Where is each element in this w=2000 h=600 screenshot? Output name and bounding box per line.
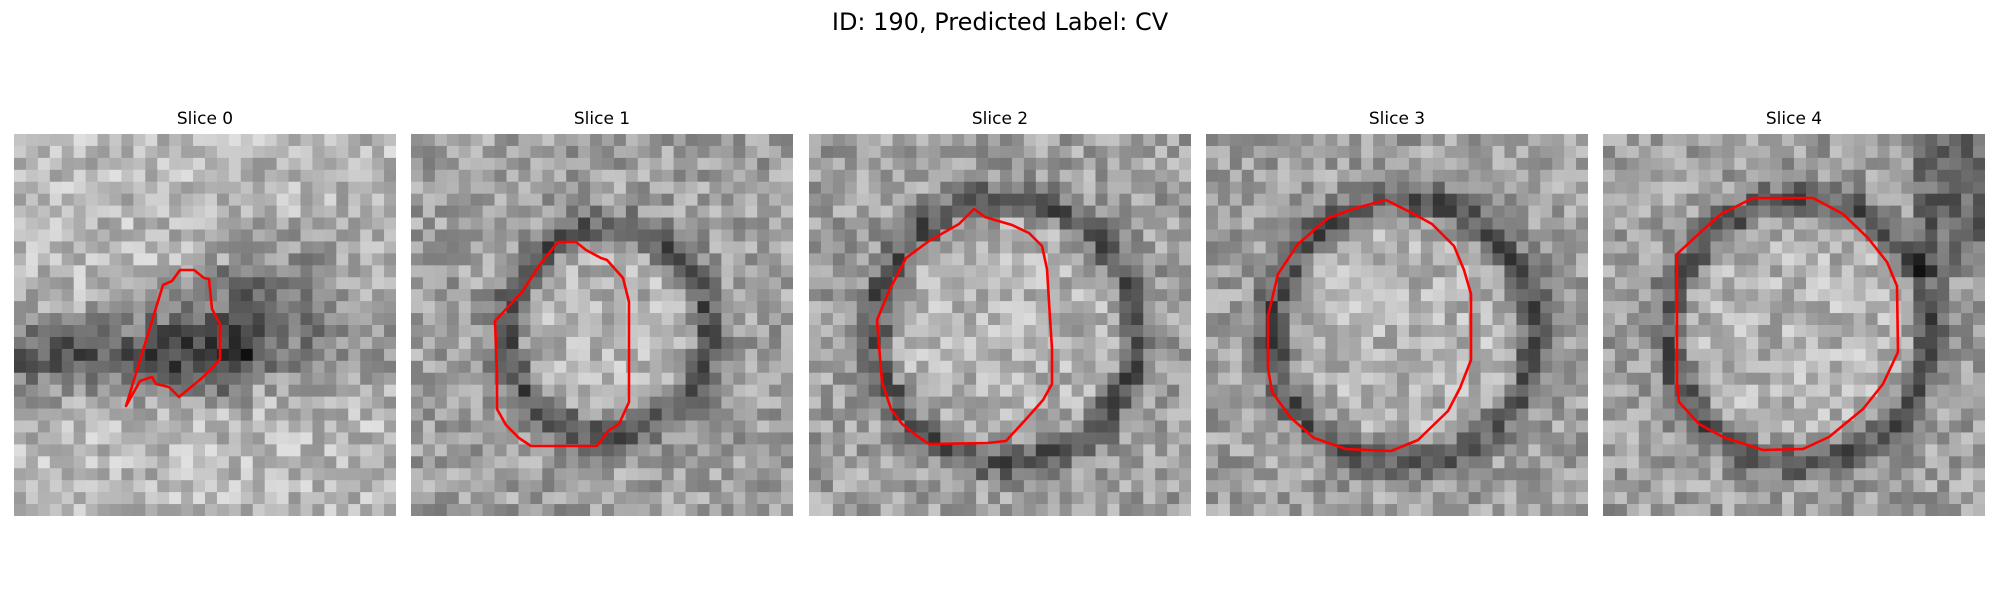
slice-title: Slice 4	[1765, 109, 1823, 129]
slice-panel-1: Slice 1	[411, 108, 793, 516]
slice-panel-0: Slice 0	[14, 108, 396, 516]
segmentation-contour	[493, 240, 631, 448]
segmentation-contour	[124, 268, 222, 408]
segmentation-contour	[1675, 196, 1900, 452]
slice-image-1	[411, 134, 793, 516]
slice-image-2	[809, 134, 1191, 516]
grayscale-pixels	[411, 134, 793, 516]
segmentation-contour	[1266, 198, 1473, 453]
slice-title: Slice 1	[573, 109, 631, 129]
slice-image-3	[1206, 134, 1588, 516]
segmentation-contour	[875, 207, 1054, 446]
slice-panel-4: Slice 4	[1603, 108, 1985, 516]
slice-panel-3: Slice 3	[1206, 108, 1588, 516]
slice-image-4	[1603, 134, 1985, 516]
grayscale-pixels	[1603, 134, 1985, 516]
slice-title: Slice 2	[971, 109, 1029, 129]
grayscale-pixels	[809, 134, 1191, 516]
slice-panel-2: Slice 2	[809, 108, 1191, 516]
grayscale-pixels	[1206, 134, 1588, 516]
grayscale-pixels	[14, 134, 396, 516]
figure-title: ID: 190, Predicted Label: CV	[831, 8, 1169, 36]
slice-title: Slice 3	[1368, 109, 1426, 129]
slice-image-0	[14, 134, 396, 516]
slice-title: Slice 0	[176, 109, 234, 129]
